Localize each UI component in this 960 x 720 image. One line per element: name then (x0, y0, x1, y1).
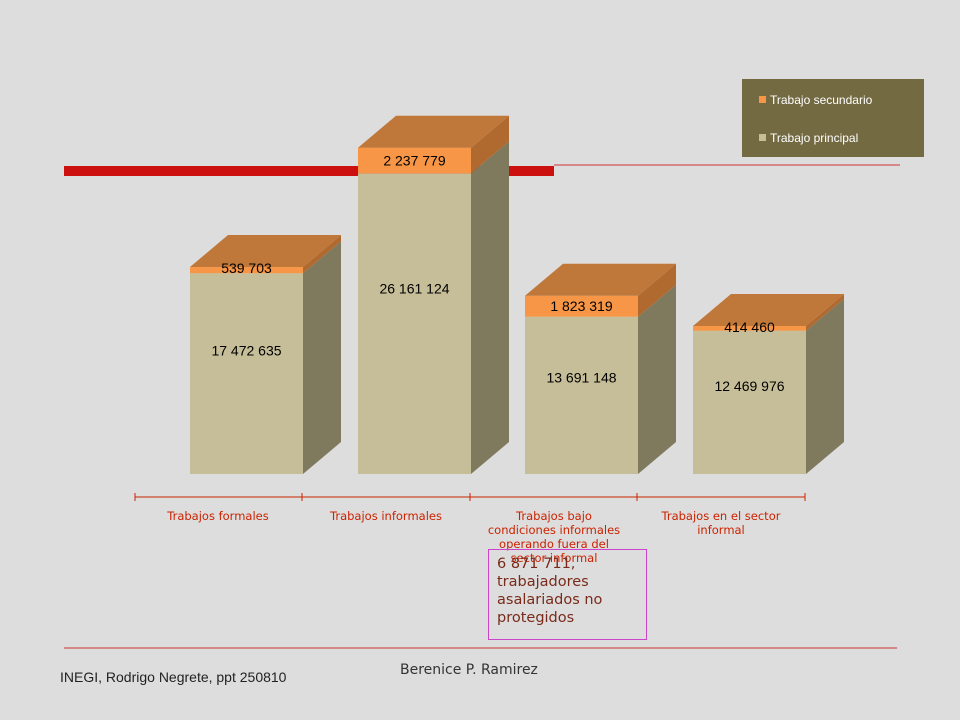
bar-side-principal-1 (471, 141, 509, 474)
bar-side-secundario-3 (806, 293, 844, 331)
category-label-3: Trabajos en el sector informal (661, 509, 781, 537)
category-label-2: Trabajos bajo condiciones informales opera… (488, 509, 620, 565)
bar-secundario-3 (693, 325, 806, 331)
category-label-line: Trabajos informales (329, 509, 442, 523)
category-label-line: sector informal (511, 551, 598, 565)
bar-side-secundario-1 (471, 115, 509, 174)
legend-swatch-secundario (759, 96, 766, 103)
data-label-principal-0: 17 472 635 (211, 343, 281, 359)
bar-principal-1 (358, 173, 471, 474)
category-label-1: Trabajos informales (329, 509, 442, 523)
bar-secundario-2 (525, 295, 638, 317)
chart-legend: Trabajo secundario Trabajo principal (742, 79, 924, 157)
title-accent-bar (64, 166, 554, 176)
legend-item-secundario: Trabajo secundario (759, 93, 873, 107)
data-label-secundario-0: 539 703 (221, 260, 272, 276)
category-label-line: Trabajos formales (166, 509, 268, 523)
legend-swatch-principal (759, 134, 766, 141)
category-label-line: Trabajos bajo (515, 509, 592, 523)
data-label-principal-3: 12 469 976 (714, 378, 784, 394)
author-name: Berenice P. Ramirez (400, 662, 538, 678)
source-credit: INEGI, Rodrigo Negrete, ppt 250810 (60, 669, 287, 685)
bar-secundario-1 (358, 147, 471, 174)
bar-top-0 (190, 235, 341, 268)
data-label-principal-2: 13 691 148 (546, 369, 616, 385)
category-label-line: operando fuera del (499, 537, 609, 551)
bar-side-principal-3 (806, 298, 844, 474)
legend-item-principal: Trabajo principal (759, 131, 859, 145)
bar-side-principal-0 (303, 241, 341, 474)
legend-label-secundario: Trabajo secundario (770, 93, 873, 107)
category-label-line: Trabajos en el sector (661, 509, 781, 523)
bar-top-2 (525, 263, 676, 296)
bar-principal-3 (693, 330, 806, 474)
bar-principal-2 (525, 316, 638, 474)
bar-top-3 (693, 293, 844, 326)
bar-side-secundario-2 (638, 263, 676, 317)
data-label-secundario-1: 2 237 779 (383, 153, 445, 169)
bar-side-secundario-0 (303, 235, 341, 274)
bar-secundario-0 (190, 267, 303, 274)
annotation-box: 6 871 711, trabajadores asalariados no p… (488, 549, 647, 640)
category-label-0: Trabajos formales (166, 509, 268, 523)
data-label-secundario-3: 414 460 (724, 319, 775, 335)
data-label-secundario-2: 1 823 319 (550, 298, 612, 314)
legend-label-principal: Trabajo principal (770, 131, 859, 145)
data-label-principal-1: 26 161 124 (379, 281, 449, 297)
category-label-line: condiciones informales (488, 523, 620, 537)
bar-principal-0 (190, 273, 303, 474)
bar-side-principal-2 (638, 284, 676, 474)
bar-top-1 (358, 115, 509, 148)
category-label-line: informal (697, 523, 745, 537)
